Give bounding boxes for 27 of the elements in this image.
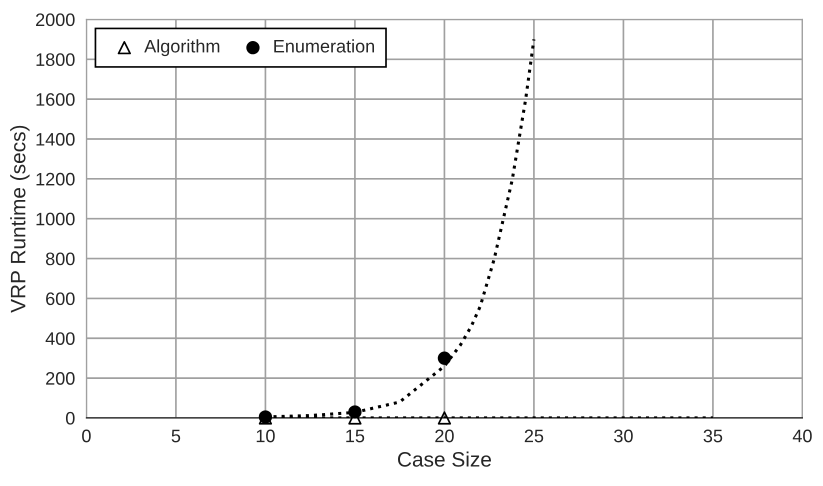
x-tick-label: 35 [704,430,722,442]
y-tick-label: 600 [46,292,75,306]
x-tick-label: 30 [614,430,633,442]
legend-label: Enumeration [274,39,374,53]
x-tick-label: 25 [524,430,544,442]
y-tick-label: 1400 [36,132,75,146]
y-tick-label: 1000 [36,212,75,226]
y-tick-label: 1600 [36,93,75,106]
y-axis-title: VRP Runtime (secs) [10,126,30,313]
point [438,352,452,365]
point [438,411,452,425]
x-tick-label: 10 [256,430,275,442]
y-tick-label: 2000 [36,13,75,26]
y-tick-label: 800 [46,252,75,266]
x-tick-label: 40 [792,430,812,442]
x-tick-label: 5 [172,430,180,442]
legend-label: Algorithm [144,39,220,56]
y-tick-label: 0 [66,412,75,425]
x-tick-label: 15 [346,430,364,442]
y-tick-label: 200 [46,372,75,385]
point [348,405,362,419]
x-tick-label: 0 [82,430,91,442]
x-tick-label: 20 [435,430,454,442]
y-tick-label: 400 [46,332,75,345]
y-tick-label: 1200 [36,172,75,186]
x-axis-title: Case Size [398,451,491,467]
y-tick-label: 1800 [36,53,75,66]
